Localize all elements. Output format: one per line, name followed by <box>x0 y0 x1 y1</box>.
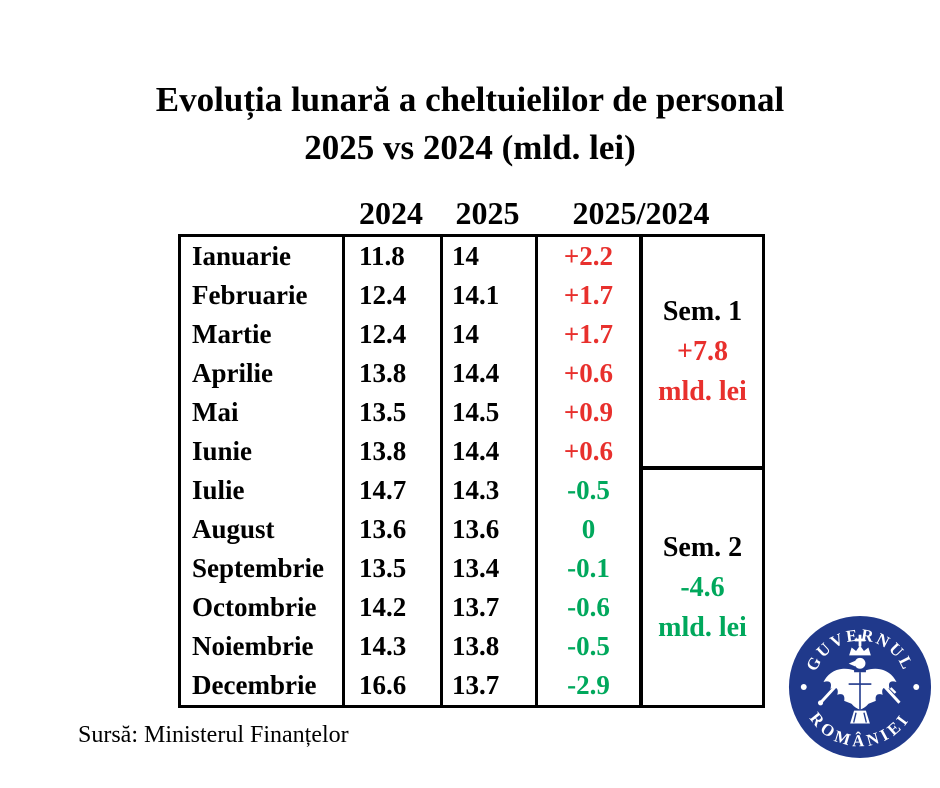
table-row: Octombrie 14.2 13.7 -0.6 <box>181 588 639 627</box>
month-label: Septembrie <box>192 553 324 583</box>
table-row: Mai 13.5 14.5 +0.9 <box>181 393 639 432</box>
table-divider <box>440 237 443 705</box>
table-row: August 13.6 13.6 0 <box>181 510 639 549</box>
month-label: Decembrie <box>192 670 317 700</box>
page-title: Evoluția lunară a cheltuielilor de perso… <box>0 76 940 172</box>
diff-value: -2.9 <box>567 670 610 700</box>
value-2024: 13.6 <box>359 514 407 544</box>
diff-value: -0.1 <box>567 553 610 583</box>
column-header-2025: 2025 <box>455 195 520 231</box>
table-row: Iunie 13.8 14.4 +0.6 <box>181 432 639 471</box>
column-header-2024: 2024 <box>359 195 423 231</box>
value-2025: 14.4 <box>452 436 500 466</box>
semester-2-value: -4.6 <box>680 571 725 603</box>
diff-value: +0.6 <box>563 358 614 388</box>
value-2024: 11.8 <box>359 241 405 271</box>
eagle-left-wing <box>823 668 855 705</box>
value-2025: 13.7 <box>452 592 500 622</box>
semester-divider <box>639 466 762 470</box>
value-2025: 14.5 <box>452 397 500 427</box>
title-line-1: Evoluția lunară a cheltuielilor de perso… <box>155 80 785 119</box>
diff-value: +2.2 <box>563 241 614 271</box>
logo-side-dot <box>800 684 807 690</box>
value-2024: 12.4 <box>359 319 407 349</box>
semester-1-unit: mld. lei <box>658 375 747 407</box>
diff-value: -0.5 <box>567 631 610 661</box>
value-2024: 14.7 <box>359 475 407 505</box>
month-label: Octombrie <box>192 592 317 622</box>
crown <box>849 645 871 656</box>
guvernul-romaniei-logo: GUVERNUL ROMÂNIEI <box>788 615 932 759</box>
value-2025: 14 <box>452 319 479 349</box>
value-2024: 14.2 <box>359 592 407 622</box>
value-2025: 13.4 <box>452 553 500 583</box>
table-divider <box>535 237 538 705</box>
value-2024: 12.4 <box>359 280 407 310</box>
value-2024: 13.5 <box>359 397 407 427</box>
shield-quarters <box>848 672 872 710</box>
month-label: August <box>192 514 275 544</box>
table-row: Septembrie 13.5 13.4 -0.1 <box>181 549 639 588</box>
value-2024: 16.6 <box>359 670 407 700</box>
value-2025: 14.3 <box>452 475 500 505</box>
value-2024: 14.3 <box>359 631 407 661</box>
table-row: Februarie 12.4 14.1 +1.7 <box>181 276 639 315</box>
value-2025: 14.1 <box>452 280 500 310</box>
month-label: Iunie <box>192 436 253 466</box>
value-2025: 13.7 <box>452 670 500 700</box>
table-row: Ianuarie 11.8 14 +2.2 <box>181 237 639 276</box>
diff-value: -0.5 <box>567 475 610 505</box>
table-row: Iulie 14.7 14.3 -0.5 <box>181 471 639 510</box>
month-label: Noiembrie <box>192 631 314 661</box>
diff-value: -0.6 <box>567 592 610 622</box>
diff-value: 0 <box>581 514 596 544</box>
diff-value: +0.6 <box>563 436 614 466</box>
value-2024: 13.5 <box>359 553 407 583</box>
data-table: Ianuarie 11.8 14 +2.2 Februarie 12.4 14.… <box>178 234 765 708</box>
table-row: Noiembrie 14.3 13.8 -0.5 <box>181 627 639 666</box>
value-2025: 14 <box>452 241 479 271</box>
semester-1-label: Sem. 1 <box>662 295 743 327</box>
value-2025: 13.8 <box>452 631 500 661</box>
table-row: Martie 12.4 14 +1.7 <box>181 315 639 354</box>
diff-value: +0.9 <box>563 397 614 427</box>
crown-cross <box>854 634 866 647</box>
semester-2-label: Sem. 2 <box>662 531 743 563</box>
eagle-right-wing <box>865 668 897 705</box>
value-2024: 13.8 <box>359 358 407 388</box>
month-label: Aprilie <box>192 358 273 388</box>
semester-1-summary: Sem. 1 +7.8 mld. lei <box>643 237 762 466</box>
value-2025: 14.4 <box>452 358 500 388</box>
diff-value: +1.7 <box>563 319 614 349</box>
month-label: Ianuarie <box>192 241 292 271</box>
table-row: Aprilie 13.8 14.4 +0.6 <box>181 354 639 393</box>
title-line-2: 2025 vs 2024 (mld. lei) <box>304 128 636 167</box>
semester-1-value: +7.8 <box>677 335 728 367</box>
table-divider <box>639 237 643 705</box>
column-header-2025-2024: 2025/2024 <box>572 195 710 231</box>
diff-value: +1.7 <box>563 280 614 310</box>
semester-2-summary: Sem. 2 -4.6 mld. lei <box>643 470 762 705</box>
month-label: Martie <box>192 319 272 349</box>
value-2025: 13.6 <box>452 514 500 544</box>
table-row: Decembrie 16.6 13.7 -2.9 <box>181 666 639 705</box>
source-attribution: Sursă: Ministerul Finanțelor <box>78 722 349 748</box>
table-divider <box>342 237 345 705</box>
semester-2-unit: mld. lei <box>658 611 747 643</box>
eagle-head <box>854 657 866 669</box>
eagle-beak <box>848 660 856 667</box>
month-label: Iulie <box>192 475 245 505</box>
month-label: Mai <box>192 397 239 427</box>
logo-side-dot <box>913 684 920 690</box>
eagle-emblem <box>817 634 901 724</box>
value-2024: 13.8 <box>359 436 407 466</box>
month-label: Februarie <box>192 280 308 310</box>
table-rows: Ianuarie 11.8 14 +2.2 Februarie 12.4 14.… <box>181 237 639 705</box>
